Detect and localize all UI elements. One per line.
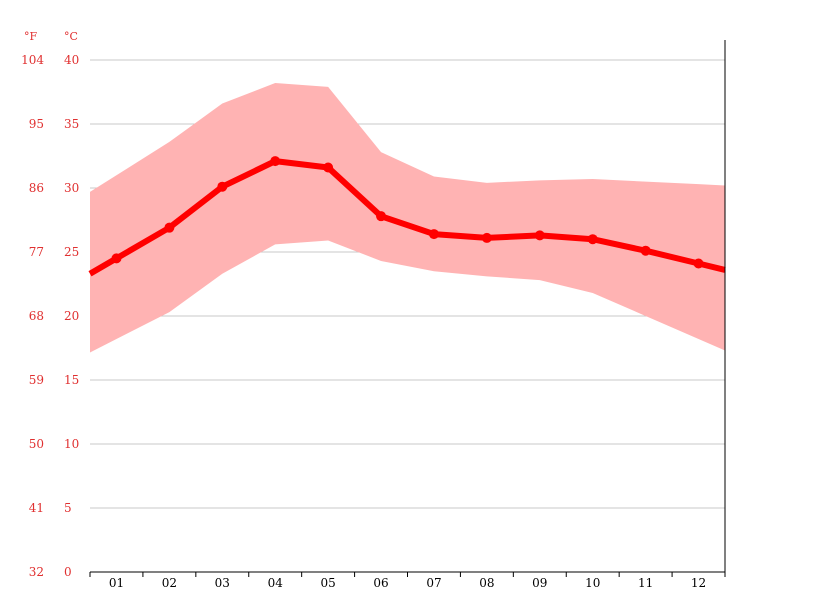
- celsius-tick-label: 30: [64, 181, 79, 195]
- month-label: 02: [162, 576, 177, 590]
- data-point: [111, 253, 122, 264]
- celsius-tick-label: 5: [64, 501, 72, 515]
- fahrenheit-tick-label: 50: [29, 437, 44, 451]
- data-point: [217, 181, 228, 192]
- data-point: [376, 211, 387, 222]
- data-point: [534, 230, 545, 241]
- data-point: [270, 156, 281, 167]
- fahrenheit-unit-label: °F: [24, 30, 38, 43]
- data-point: [693, 258, 704, 269]
- month-label: 10: [585, 576, 600, 590]
- month-label: 05: [320, 576, 335, 590]
- month-label: 09: [532, 576, 547, 590]
- data-point: [587, 234, 598, 245]
- month-label: 01: [109, 576, 124, 590]
- celsius-tick-label: 0: [64, 565, 72, 579]
- fahrenheit-tick-label: 104: [21, 53, 44, 67]
- month-label: 12: [691, 576, 706, 590]
- fahrenheit-tick-label: 32: [29, 565, 44, 579]
- fahrenheit-tick-label: 95: [29, 117, 44, 131]
- celsius-tick-label: 10: [64, 437, 79, 451]
- temperature-range-band: [90, 83, 725, 353]
- fahrenheit-tick-label: 77: [29, 245, 44, 259]
- fahrenheit-tick-label: 41: [29, 501, 44, 515]
- month-label: 06: [373, 576, 388, 590]
- celsius-unit-label: °C: [64, 30, 78, 43]
- month-label: 07: [426, 576, 441, 590]
- data-point: [164, 222, 175, 233]
- fahrenheit-tick-label: 59: [29, 373, 44, 387]
- x-axis-ticks: 01 02 03 04 05 06 07 08 09 10 11 12: [89, 572, 726, 590]
- y-axis-labels: 0 32 5 41 10 50 15 59 20 68 25 77 30 86 35 95 40 104: [21, 53, 79, 579]
- data-point: [428, 229, 439, 240]
- data-points: [111, 156, 704, 269]
- month-label: 08: [479, 576, 494, 590]
- month-label: 11: [638, 576, 653, 590]
- fahrenheit-tick-label: 68: [29, 309, 44, 323]
- celsius-tick-label: 15: [64, 373, 79, 387]
- month-label: 03: [215, 576, 230, 590]
- celsius-tick-label: 20: [64, 309, 79, 323]
- data-point: [640, 245, 651, 256]
- month-label: 04: [268, 576, 284, 590]
- celsius-tick-label: 25: [64, 245, 79, 259]
- fahrenheit-tick-label: 86: [29, 181, 44, 195]
- data-point: [323, 162, 334, 173]
- celsius-tick-label: 35: [64, 117, 79, 131]
- data-point: [481, 232, 492, 243]
- celsius-tick-label: 40: [64, 53, 79, 67]
- mean-temperature-line: [88, 158, 726, 277]
